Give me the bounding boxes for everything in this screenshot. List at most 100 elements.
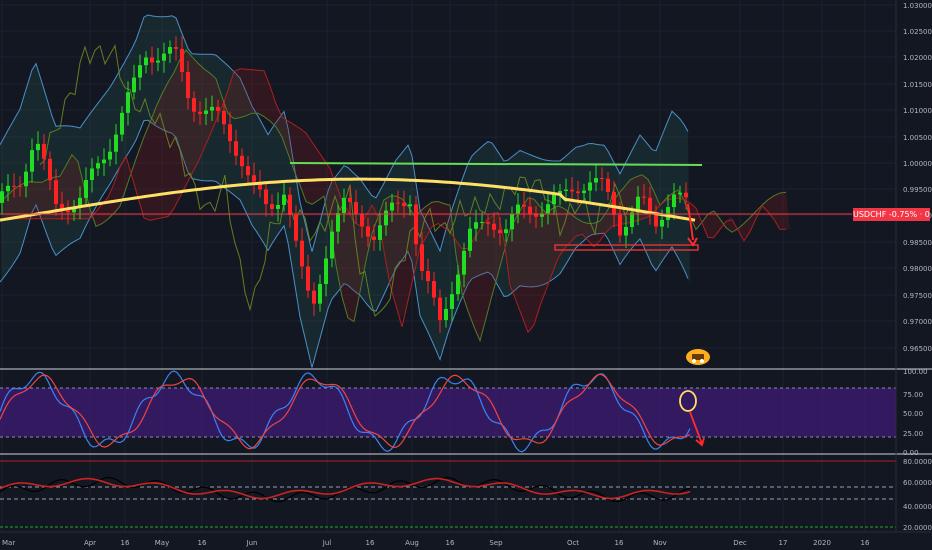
time-axis[interactable]: Mar Apr 16 May 16 Jun Jul 16 Aug 16 Sep Oct 16 Nov Dec… <box>2 539 870 547</box>
candle-body <box>474 222 478 229</box>
watermark-icon <box>686 349 710 365</box>
candle-body <box>648 197 652 212</box>
candle-body <box>666 207 670 220</box>
candle-body <box>6 185 10 192</box>
candle-body <box>402 202 406 207</box>
decline-arrow-icon <box>687 203 698 247</box>
candle-body <box>480 222 484 224</box>
stoch-decline-arrow-icon <box>689 411 705 447</box>
stochastic-d-line <box>0 373 691 450</box>
candle-body <box>120 112 124 135</box>
time-axis-label: Nov <box>653 539 667 547</box>
price-axis-label: 0.97000 <box>903 318 932 326</box>
resistance-line[interactable] <box>289 162 703 166</box>
candle-body <box>138 65 142 78</box>
time-axis-label: Sep <box>489 539 503 547</box>
candle-body <box>144 57 148 66</box>
candle-body <box>48 158 52 181</box>
oscillator-axis[interactable]: 80.00000 60.00000 40.00000 20.00000 <box>903 458 932 532</box>
main-price-pane[interactable] <box>0 0 896 532</box>
candle-body <box>618 214 622 236</box>
candle-body <box>78 197 82 208</box>
candle-body <box>42 143 46 159</box>
candle-body <box>390 202 394 211</box>
candle-body <box>534 213 538 217</box>
candle-body <box>114 134 118 152</box>
candle-body <box>510 213 514 230</box>
candle-body <box>636 196 640 213</box>
stoch-axis-label: 25.00 <box>903 430 923 438</box>
candle-body <box>336 212 340 232</box>
candle-body <box>234 141 238 156</box>
price-axis-label: 0.97500 <box>903 292 932 300</box>
candle-body <box>192 98 196 112</box>
candle-body <box>204 110 208 114</box>
candle-body <box>282 194 286 205</box>
candle-body <box>66 210 70 213</box>
candle-body <box>630 212 634 227</box>
candle-body <box>432 281 436 298</box>
oscillator-main-line <box>0 477 691 500</box>
candle-body <box>654 211 658 227</box>
candle-body <box>360 213 364 227</box>
time-axis-label: Aug <box>405 539 419 547</box>
price-axis-label: 1.03000 <box>903 2 932 10</box>
candle-body <box>588 182 592 191</box>
candle-body <box>582 190 586 194</box>
osc-axis-label: 40.00000 <box>903 503 932 511</box>
time-axis-label: Apr <box>84 539 96 547</box>
candle-body <box>438 297 442 321</box>
candle-body <box>456 274 460 295</box>
candle-body <box>84 180 88 198</box>
candle-body <box>300 240 304 267</box>
candle-body <box>624 226 628 236</box>
price-axis-label: 1.02500 <box>903 28 932 36</box>
candle-body <box>186 72 190 99</box>
candle-body <box>528 206 532 214</box>
price-axis-label: 1.00500 <box>903 134 932 142</box>
candle-body <box>600 178 604 180</box>
candle-body <box>426 271 430 282</box>
candle-body <box>132 77 136 93</box>
candle-body <box>24 171 28 187</box>
candle-body <box>594 178 598 183</box>
candle-body <box>492 223 496 230</box>
candle-body <box>612 192 616 215</box>
stochastic-axis[interactable]: 100.00 75.00 50.00 25.00 0.00 <box>903 368 928 457</box>
candle-body <box>198 111 202 114</box>
stochastic-pane[interactable] <box>0 370 896 453</box>
candle-body <box>216 106 220 111</box>
candle-body <box>642 196 646 198</box>
osc-axis-label: 60.00000 <box>903 479 932 487</box>
time-axis-label: Dec <box>733 539 747 547</box>
candle-body <box>240 155 244 167</box>
support-box[interactable] <box>554 244 699 251</box>
time-axis-label: Oct <box>567 539 579 547</box>
bollinger-upper-band <box>0 14 689 253</box>
candle-body <box>0 191 4 203</box>
candle-body <box>180 48 184 73</box>
candle-body <box>72 207 76 213</box>
time-axis-label: Jun <box>246 539 258 547</box>
ichimoku-span-b <box>0 68 786 334</box>
time-axis-label: 16 <box>446 539 455 547</box>
candle-body <box>498 229 502 234</box>
oscillator-pane[interactable] <box>0 460 896 528</box>
moving-average-200 <box>0 177 696 222</box>
price-axis-label: 1.01000 <box>903 107 932 115</box>
candle-body <box>372 236 376 240</box>
candle-body <box>486 222 490 224</box>
main-grid <box>0 0 896 532</box>
candle-body <box>516 204 520 214</box>
candle-body <box>678 192 682 195</box>
ichimoku-cloud-red <box>0 50 790 341</box>
candle-body <box>540 213 544 217</box>
candle-body <box>60 204 64 211</box>
price-axis-label: 1.02000 <box>903 54 932 62</box>
candle-body <box>546 204 550 214</box>
candle-body <box>684 192 688 198</box>
candle-body <box>36 143 40 151</box>
time-axis-label: May <box>155 539 169 547</box>
